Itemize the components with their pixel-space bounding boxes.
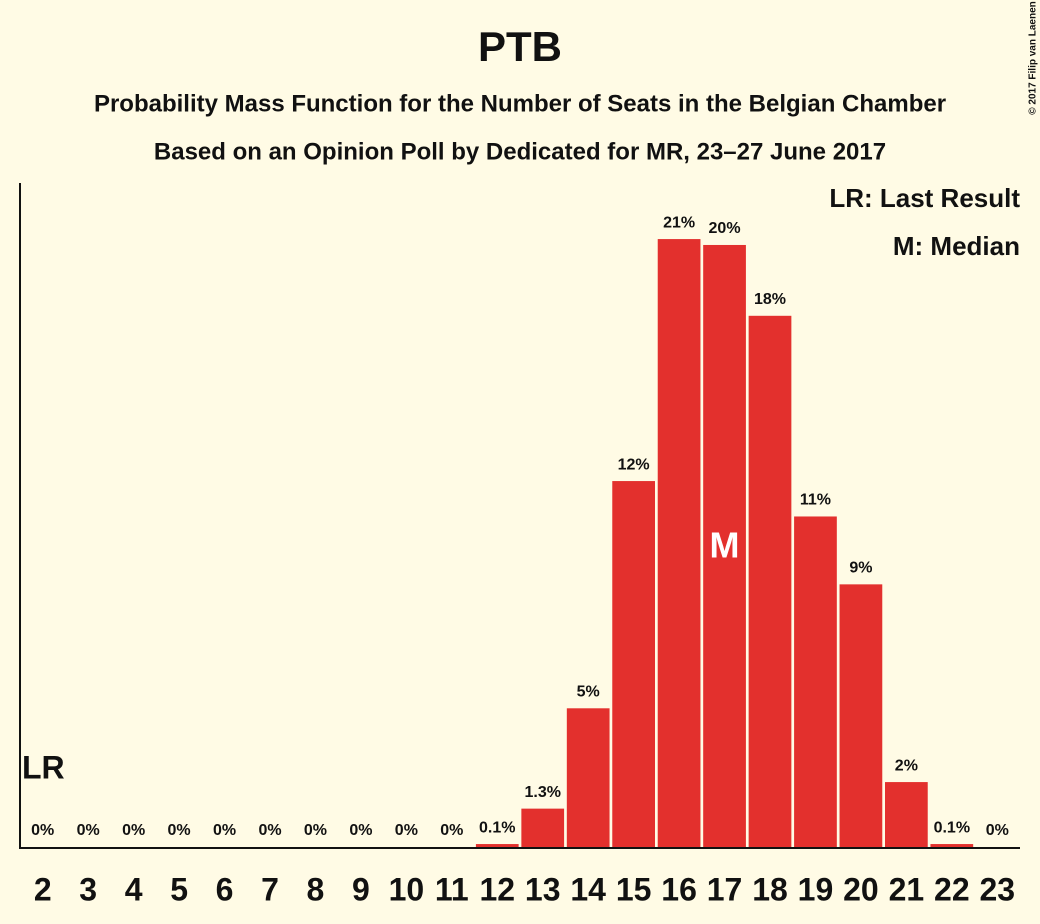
value-label: 0% (440, 822, 463, 839)
value-label: 0% (986, 822, 1009, 839)
bar (521, 808, 565, 847)
bar (703, 244, 746, 847)
median-marker: M (710, 525, 740, 566)
x-tick-label: 9 (352, 871, 370, 907)
bar (885, 782, 928, 847)
value-label: 0.1% (479, 819, 515, 836)
bar (612, 481, 655, 847)
value-label: 0% (349, 822, 372, 839)
value-label: 12% (618, 456, 650, 473)
bar (657, 239, 701, 847)
x-tick-label: 4 (125, 871, 143, 907)
value-label: 9% (849, 560, 872, 577)
value-label: 2% (895, 757, 918, 774)
bar (794, 516, 837, 847)
x-tick-label: 14 (570, 871, 606, 907)
x-tick-label: 5 (170, 871, 188, 907)
value-label: 0.1% (934, 819, 970, 836)
x-tick-label: 7 (261, 871, 279, 907)
bar (839, 584, 883, 847)
bar (930, 844, 974, 847)
chart-title: PTB (478, 23, 562, 70)
bar (475, 844, 519, 847)
x-tick-label: 17 (707, 871, 743, 907)
value-label: 1.3% (524, 784, 560, 801)
chart-subtitle: Based on an Opinion Poll by Dedicated fo… (154, 138, 886, 165)
value-label: 18% (754, 291, 786, 308)
value-label: 11% (800, 492, 831, 509)
x-tick-label: 21 (889, 871, 925, 907)
x-tick-label: 3 (79, 871, 97, 907)
x-tick-label: 23 (979, 871, 1015, 907)
x-tick-label: 16 (661, 871, 697, 907)
x-tick-label: 18 (752, 871, 788, 907)
x-tick-label: 20 (843, 871, 879, 907)
x-tick-label: 10 (389, 871, 425, 907)
value-label: 0% (395, 822, 418, 839)
legend-entry: M: Median (893, 231, 1020, 261)
value-label: 0% (31, 822, 54, 839)
x-tick-label: 11 (435, 871, 469, 907)
x-tick-label: 2 (34, 871, 52, 907)
chart-subtitle: Probability Mass Function for the Number… (94, 90, 946, 117)
value-label: 21% (663, 214, 695, 231)
value-label: 5% (577, 684, 600, 701)
value-label: 0% (168, 822, 191, 839)
value-label: 0% (258, 822, 281, 839)
x-tick-label: 15 (616, 871, 652, 907)
last-result-marker: LR (22, 749, 65, 785)
value-label: 0% (77, 822, 100, 839)
legend-entry: LR: Last Result (829, 183, 1020, 213)
x-tick-label: 13 (525, 871, 561, 907)
x-tick-label: 19 (798, 871, 834, 907)
value-label: 0% (122, 822, 145, 839)
bar (566, 708, 610, 847)
bar (748, 315, 792, 847)
x-tick-label: 6 (216, 871, 234, 907)
value-label: 20% (709, 220, 741, 237)
x-tick-label: 22 (934, 871, 970, 907)
copyright: © 2017 Filip van Laenen (1028, 1, 1039, 115)
x-tick-label: 8 (307, 871, 325, 907)
value-label: 0% (213, 822, 236, 839)
x-tick-label: 12 (479, 871, 515, 907)
value-label: 0% (304, 822, 327, 839)
